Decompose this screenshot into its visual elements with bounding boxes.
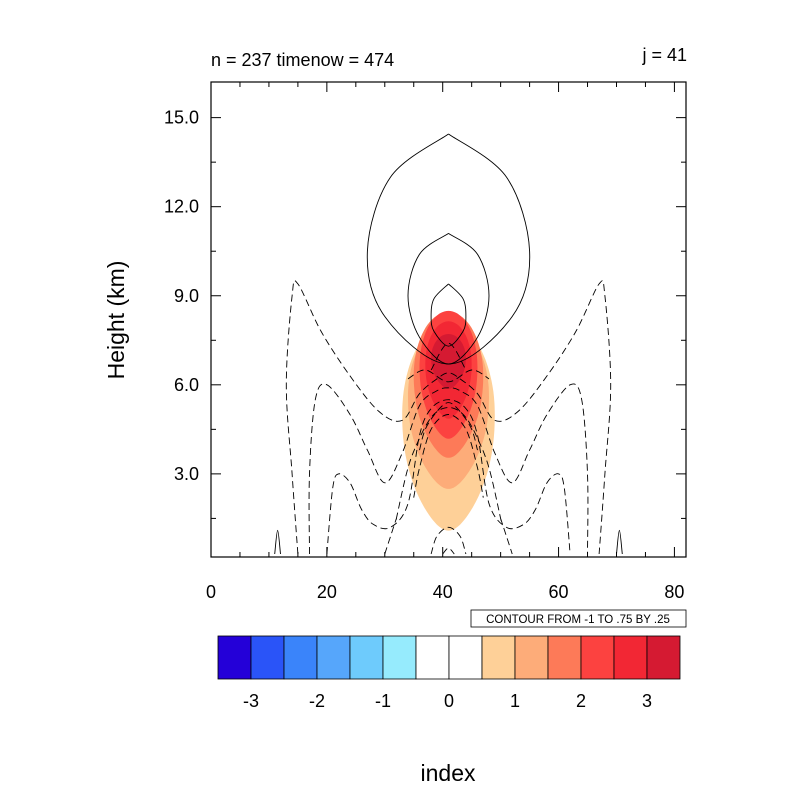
y-tick-label: 3.0 [174, 464, 199, 484]
x-tick-label: 60 [549, 582, 569, 602]
colorbar-label: -2 [309, 691, 325, 711]
title-left: n = 237 timenow = 474 [211, 50, 394, 70]
y-tick-label: 15.0 [164, 108, 199, 128]
x-tick-label: 0 [206, 582, 216, 602]
y-tick-label: 12.0 [164, 197, 199, 217]
colorbar-label: -3 [243, 691, 259, 711]
title-right: j = 41 [641, 45, 687, 65]
dashed-contour-6 [407, 369, 490, 383]
colorbar-swatch [613, 635, 648, 680]
colorbar-label: 3 [642, 691, 652, 711]
filled-contours [402, 310, 495, 531]
solid-contour-4 [616, 529, 623, 555]
solid-contour-2 [430, 283, 467, 347]
dashed-contour-4 [413, 414, 484, 498]
x-tick-label: 40 [433, 582, 453, 602]
y-tick-label: 6.0 [174, 375, 199, 395]
dashed-contour-5 [419, 402, 478, 451]
colorbar-swatch [250, 635, 285, 680]
dashed-contour-1 [308, 383, 589, 555]
colorbar-swatch [382, 635, 417, 680]
solid-contour-3 [274, 529, 281, 555]
dashed-contour-3 [384, 407, 513, 555]
filled-region-tail [434, 503, 463, 521]
contour-info-box [470, 609, 687, 628]
x-tick-label: 20 [317, 582, 337, 602]
x-tick-label: 80 [664, 582, 684, 602]
colorbar-swatch [283, 635, 318, 680]
x-axis-label: index [421, 760, 476, 786]
colorbar-label: 2 [576, 691, 586, 711]
y-tick-label: 9.0 [174, 286, 199, 306]
colorbar-swatch [316, 635, 351, 680]
plot-frame [210, 81, 687, 558]
colorbar-swatch [547, 635, 582, 680]
colorbar-swatch [514, 635, 549, 680]
solid-contour-1 [407, 233, 490, 365]
filled-region-3 [431, 334, 466, 389]
colorbar: -3 -2 -1 0 1 2 3 [217, 635, 681, 711]
contour-lines [274, 133, 623, 555]
colorbar-label: 1 [510, 691, 520, 711]
colorbar-swatch [448, 635, 483, 680]
colorbar-swatch [217, 635, 252, 680]
colorbar-label: -1 [375, 691, 391, 711]
axis-ticks: 0 20 40 60 80 3.0 6.0 9.0 12.0 15.0 [164, 82, 686, 602]
contour-info-text: CONTOUR FROM -1 TO .75 BY .25 [486, 614, 670, 626]
colorbar-label: 0 [444, 691, 454, 711]
colorbar-swatch [481, 635, 516, 680]
dashed-contour-7 [430, 342, 467, 371]
y-axis-label: Height (km) [103, 261, 129, 380]
colorbar-swatch [646, 635, 681, 680]
colorbar-swatch [580, 635, 615, 680]
dashed-contour-9 [442, 547, 455, 555]
dashed-contour-0 [285, 280, 612, 555]
colorbar-swatch [415, 635, 450, 680]
dashed-contour-8 [430, 526, 467, 555]
colorbar-swatch [349, 635, 384, 680]
dashed-contour-2 [326, 399, 571, 555]
